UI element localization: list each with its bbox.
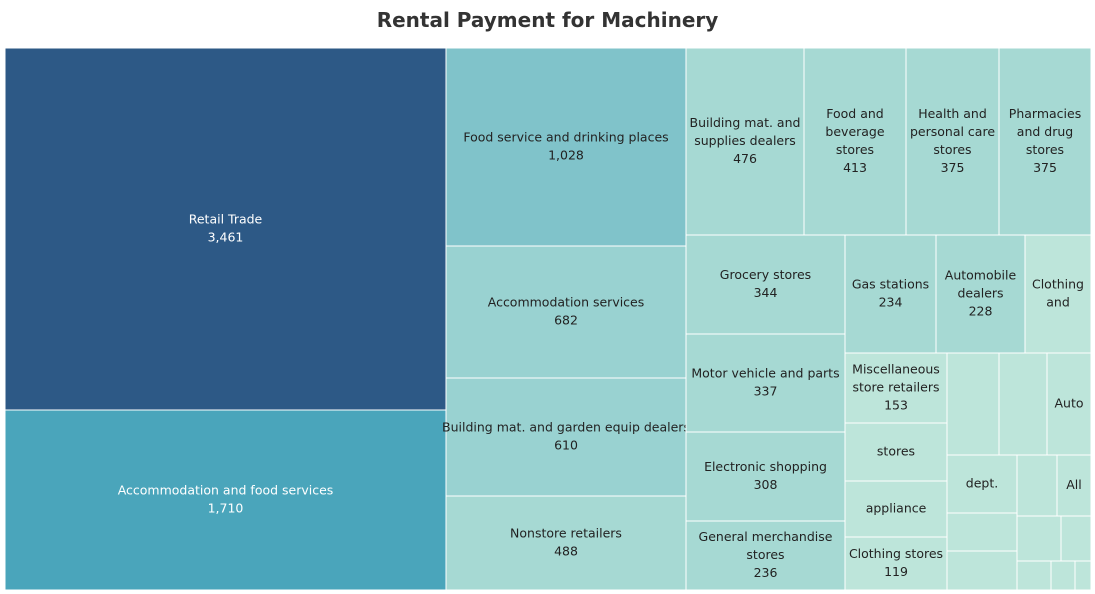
- cell-value-label: 308: [754, 477, 778, 492]
- cell-value-label: 153: [884, 398, 908, 413]
- cell-label: stores: [1026, 142, 1064, 157]
- cell-label: Pharmacies: [1009, 106, 1081, 121]
- cell-label: Building mat. and: [690, 115, 801, 130]
- treemap-cell-unlabeled-3[interactable]: [1016, 454, 1058, 517]
- treemap-cell-unlabeled-1[interactable]: [946, 352, 1000, 456]
- cell-label: All: [1066, 477, 1082, 492]
- cell-value-label: 344: [754, 285, 778, 300]
- cell-label: Electronic shopping: [704, 459, 827, 474]
- cell-value-label: 375: [1033, 160, 1057, 175]
- cell-label: personal care: [910, 124, 995, 139]
- cell-value-label: 234: [879, 295, 903, 310]
- cell-label: General merchandise: [699, 529, 833, 544]
- cell-value-label: 476: [733, 151, 757, 166]
- cell-label: and drug: [1017, 124, 1073, 139]
- treemap-cell-unlabeled-8[interactable]: [1016, 560, 1052, 591]
- cell-value-label: 1,710: [208, 501, 244, 516]
- cell-label: stores: [933, 142, 971, 157]
- treemap-cell-pharmacies-and-drug-stores[interactable]: [998, 47, 1092, 236]
- treemap-cell-clothing-stores[interactable]: [844, 536, 948, 591]
- treemap-cell-general-merchandise-stores[interactable]: [685, 520, 846, 591]
- cell-label: Grocery stores: [720, 267, 811, 282]
- treemap-cell-unlabeled-9[interactable]: [1050, 560, 1076, 591]
- cell-label: store retailers: [853, 380, 940, 395]
- cell-label: Accommodation and food services: [118, 483, 334, 498]
- cell-label: Food and: [826, 106, 883, 121]
- cell-label: Clothing stores: [849, 546, 943, 561]
- cell-value-label: 682: [554, 313, 578, 328]
- treemap-cell-building-mat-and-supplies-dealers[interactable]: [685, 47, 805, 236]
- treemap-cell-nonstore-retailers[interactable]: [445, 495, 687, 591]
- cell-value-label: 119: [884, 564, 908, 579]
- treemap-cell-miscellaneous-store-retailers[interactable]: [844, 352, 948, 424]
- cell-value-label: 228: [969, 304, 993, 319]
- treemap-cell-health-and-personal-care-stores[interactable]: [905, 47, 1000, 236]
- treemap-cell-food-and-beverage-stores[interactable]: [803, 47, 907, 236]
- treemap-cell-stores[interactable]: [844, 422, 948, 482]
- cell-label: appliance: [866, 501, 927, 516]
- cell-label: Clothing: [1032, 277, 1084, 292]
- cell-label: Automobile: [945, 268, 1017, 283]
- cell-value-label: 413: [843, 160, 867, 175]
- treemap-cell-food-service-and-drinking-places[interactable]: [445, 47, 687, 247]
- treemap-cell-all[interactable]: [1056, 454, 1092, 517]
- treemap-cell-motor-vehicle-and-parts[interactable]: [685, 333, 846, 433]
- cell-label: Health and: [918, 106, 987, 121]
- cell-label: stores: [836, 142, 874, 157]
- cell-value-label: 1,028: [548, 148, 584, 163]
- cell-label: Accommodation services: [488, 295, 645, 310]
- treemap-cell-unlabeled-5[interactable]: [946, 550, 1018, 591]
- cell-label: stores: [746, 547, 784, 562]
- cell-label: and: [1046, 295, 1070, 310]
- cell-label: Retail Trade: [189, 212, 263, 227]
- cell-label: beverage: [825, 124, 884, 139]
- treemap-cell-clothing-and[interactable]: [1024, 234, 1092, 354]
- treemap-cell-auto[interactable]: [1046, 352, 1092, 456]
- cell-value-label: 3,461: [208, 230, 244, 245]
- cell-label: Motor vehicle and parts: [691, 366, 839, 381]
- cell-value-label: 375: [941, 160, 965, 175]
- cell-label: stores: [877, 444, 915, 459]
- cell-value-label: 337: [754, 384, 778, 399]
- treemap-cell-dept[interactable]: [946, 454, 1018, 514]
- treemap-cell-unlabeled-4[interactable]: [946, 512, 1018, 552]
- cell-value-label: 488: [554, 544, 578, 559]
- cell-label: dept.: [966, 476, 998, 491]
- treemap-cell-appliance[interactable]: [844, 480, 948, 538]
- treemap-cell-accommodation-and-food-services[interactable]: [4, 409, 447, 591]
- treemap-cell-retail-trade[interactable]: [4, 47, 447, 411]
- cell-value-label: 236: [754, 565, 778, 580]
- cell-label: supplies dealers: [694, 133, 796, 148]
- treemap-cell-automobile-dealers[interactable]: [935, 234, 1026, 354]
- cell-label: Auto: [1054, 396, 1083, 411]
- treemap-cell-accommodation-services[interactable]: [445, 245, 687, 379]
- cell-label: Food service and drinking places: [463, 130, 668, 145]
- cell-label: Building mat. and garden equip dealers: [442, 420, 690, 435]
- treemap-cell-unlabeled-10[interactable]: [1074, 560, 1092, 591]
- chart-title: Rental Payment for Machinery: [376, 8, 719, 32]
- treemap-cell-unlabeled-7[interactable]: [1060, 515, 1092, 562]
- cell-label: Miscellaneous: [852, 362, 940, 377]
- treemap-cell-electronic-shopping[interactable]: [685, 431, 846, 522]
- cell-label: dealers: [957, 286, 1003, 301]
- treemap-cell-gas-stations[interactable]: [844, 234, 937, 354]
- cell-label: Nonstore retailers: [510, 526, 622, 541]
- cell-value-label: 610: [554, 438, 578, 453]
- treemap-cell-unlabeled-6[interactable]: [1016, 515, 1062, 562]
- treemap-cell-unlabeled-2[interactable]: [998, 352, 1048, 456]
- cell-label: Gas stations: [852, 277, 929, 292]
